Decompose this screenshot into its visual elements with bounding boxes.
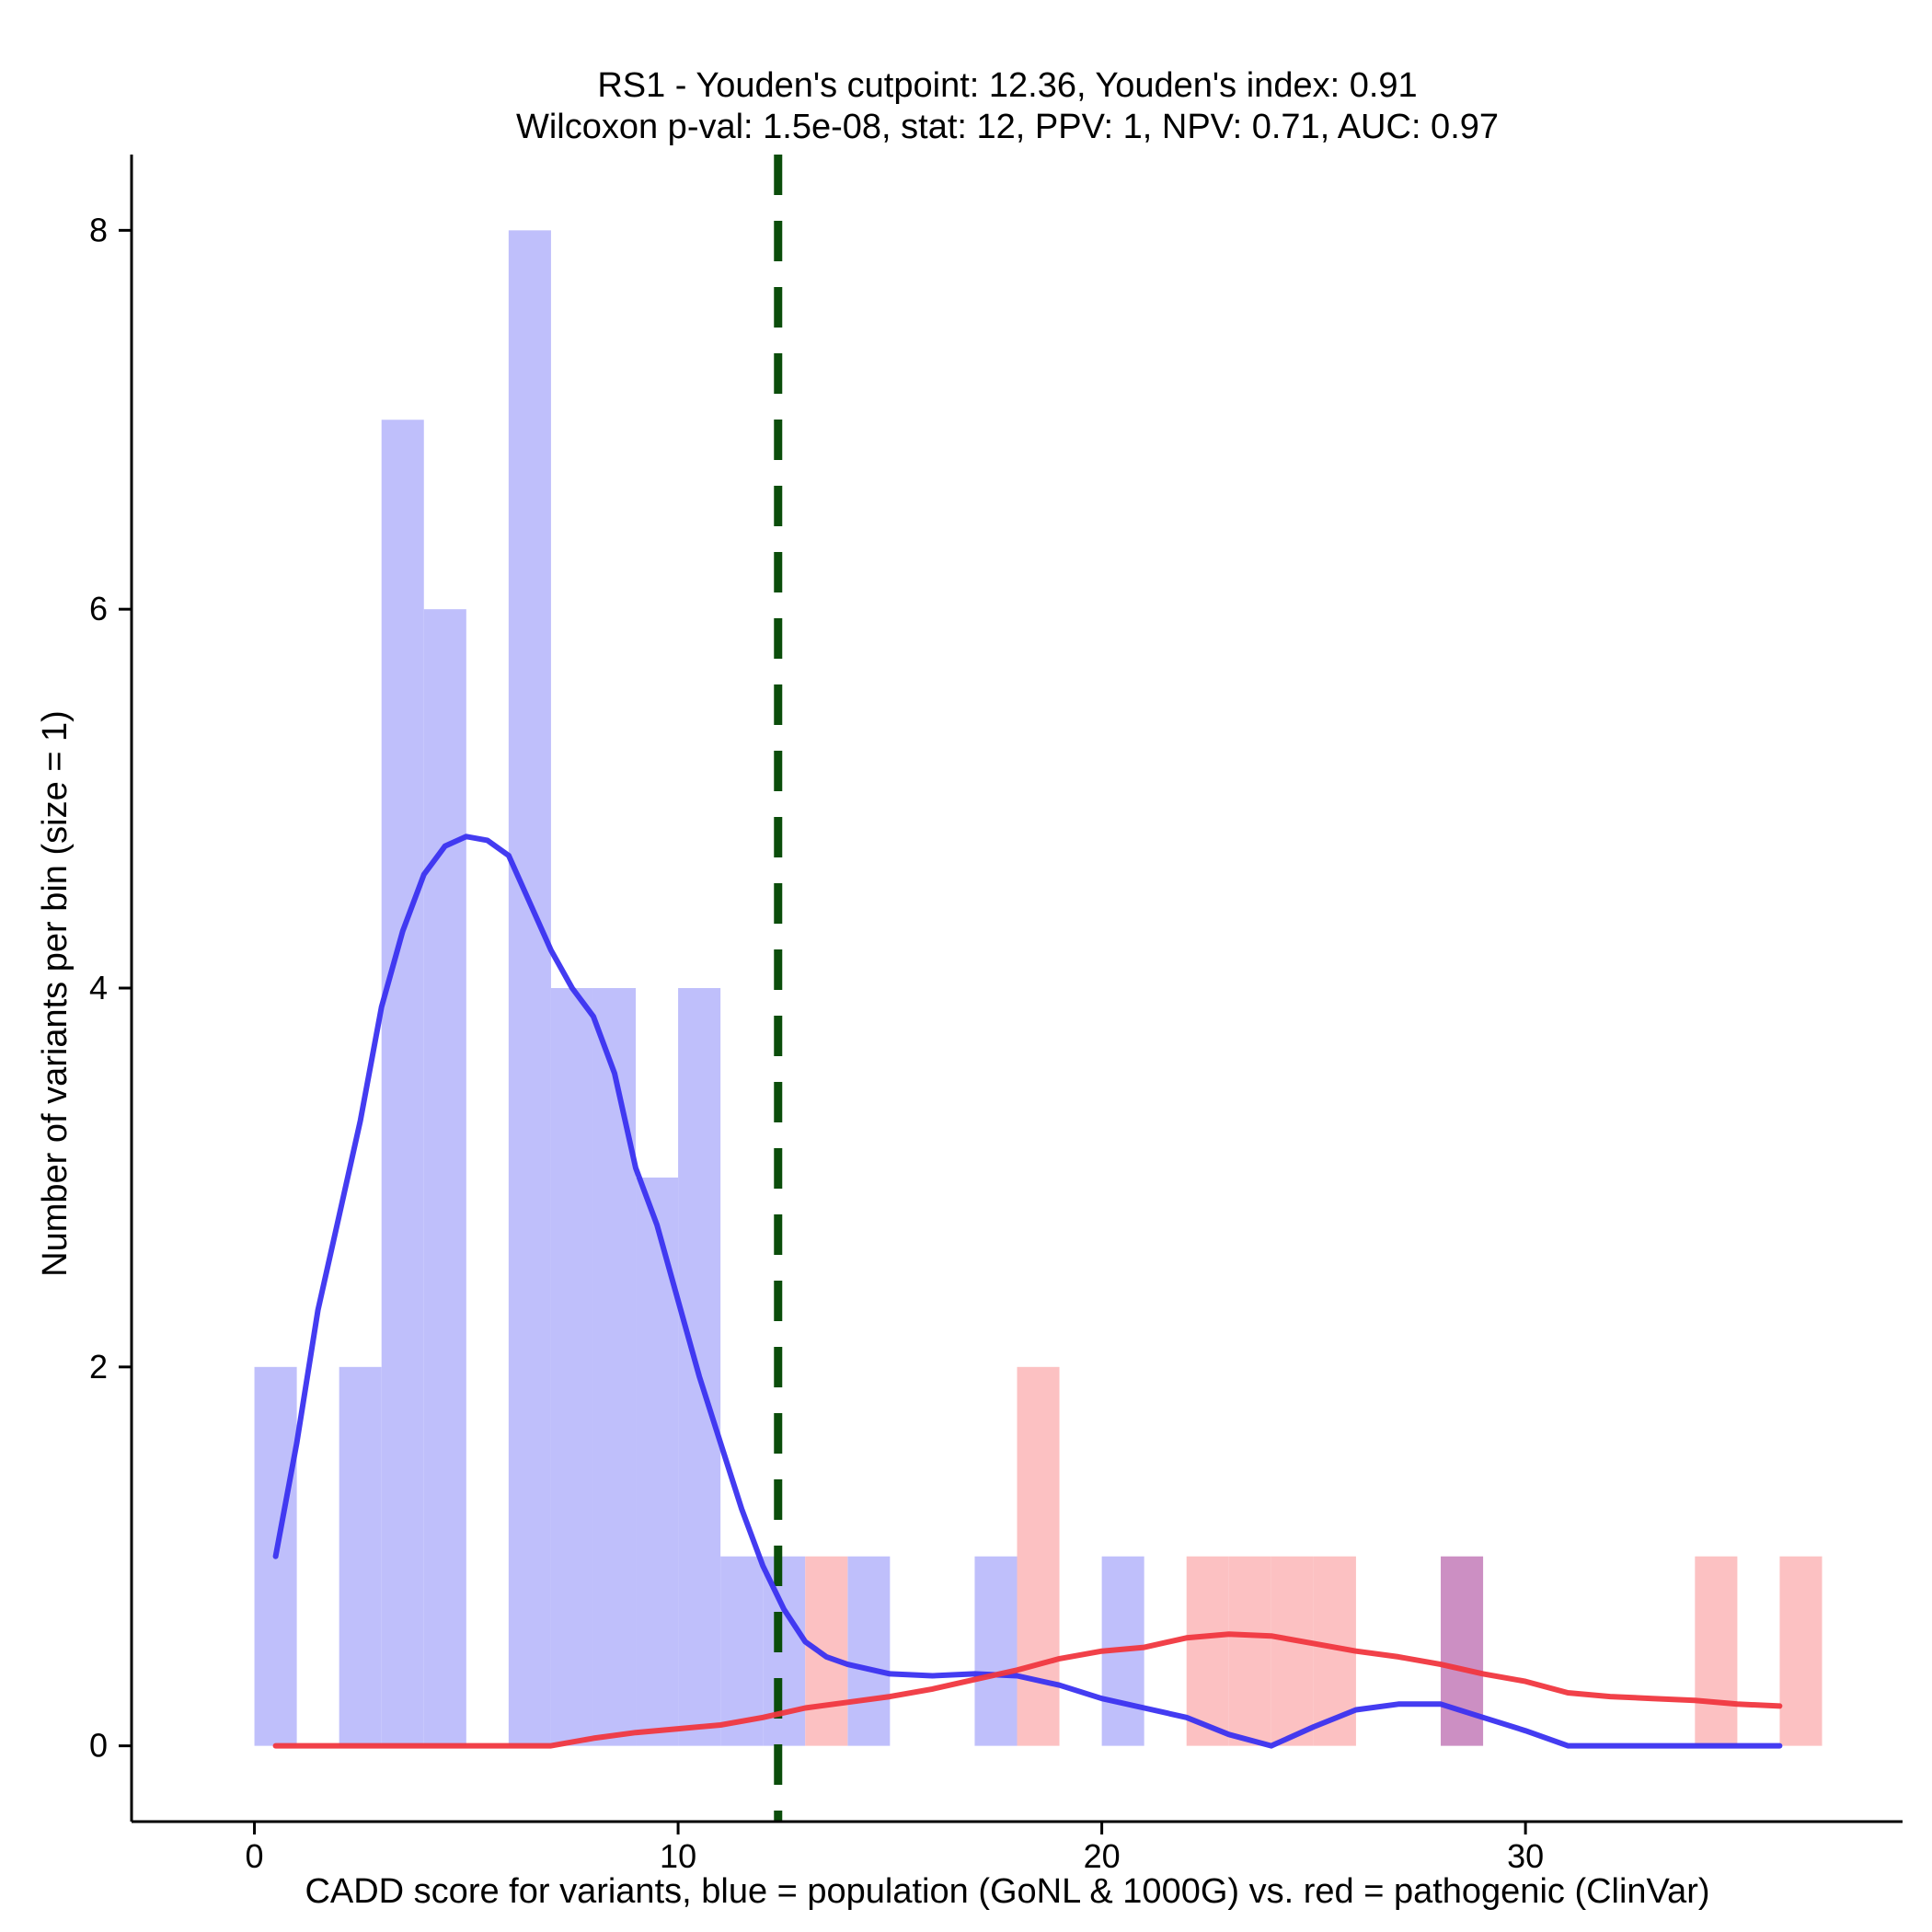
x-tick-label: 10 <box>660 1837 696 1875</box>
population-bar <box>592 988 637 1746</box>
population-bar <box>974 1556 1018 1746</box>
y-axis-label: Number of variants per bin (size = 1) <box>36 710 75 1277</box>
population-bar <box>423 609 466 1746</box>
y-tick-label: 0 <box>89 1727 108 1765</box>
population-bar <box>720 1556 764 1746</box>
x-axis-label: CADD score for variants, blue = populati… <box>305 1872 1709 1911</box>
y-tick-label: 4 <box>89 969 108 1006</box>
y-tick-label: 8 <box>89 211 108 248</box>
axes: 0 10 20 30 0 2 4 6 8 <box>89 155 1903 1875</box>
pathogenic-bar <box>1695 1556 1738 1746</box>
y-tick-label: 6 <box>89 590 108 627</box>
x-tick-label: 30 <box>1507 1837 1544 1875</box>
population-bar <box>508 230 551 1746</box>
chart-subtitle: Wilcoxon p-val: 1.5e-08, stat: 12, PPV: … <box>516 108 1499 146</box>
pathogenic-bar <box>1017 1366 1060 1746</box>
population-bar <box>550 988 593 1746</box>
pathogenic-bar <box>1186 1556 1229 1746</box>
pathogenic-bar <box>1228 1556 1271 1746</box>
population-bar <box>381 420 424 1746</box>
population-bar <box>636 1177 679 1746</box>
x-tick-label: 0 <box>246 1837 264 1875</box>
histogram-bars <box>254 230 1823 1746</box>
pathogenic-bar <box>805 1556 848 1746</box>
pathogenic-bar <box>1271 1556 1314 1746</box>
pathogenic-bar <box>1779 1556 1823 1746</box>
population-density-line <box>272 834 1783 1749</box>
x-tick-label: 20 <box>1084 1837 1121 1875</box>
y-tick-label: 2 <box>89 1348 108 1386</box>
chart-title: RS1 - Youden's cutpoint: 12.36, Youden's… <box>597 66 1417 105</box>
pathogenic-density-line <box>272 1631 1783 1749</box>
population-bar <box>339 1366 382 1746</box>
population-bar <box>847 1556 891 1746</box>
density-lines <box>272 834 1783 1749</box>
